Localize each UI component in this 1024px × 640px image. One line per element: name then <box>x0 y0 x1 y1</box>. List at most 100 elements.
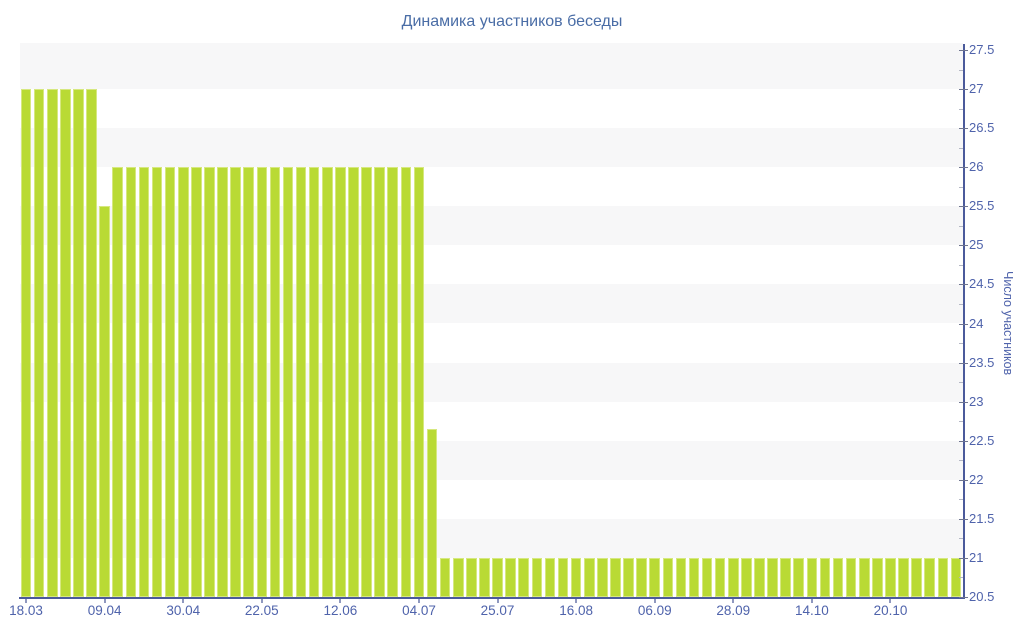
x-tick <box>653 599 656 603</box>
y-major-tick <box>959 323 968 325</box>
grid-band <box>20 518 963 558</box>
y-major-tick <box>959 479 968 481</box>
bar <box>125 167 137 597</box>
x-tick <box>417 599 420 603</box>
grid-band <box>20 323 963 363</box>
bar <box>662 557 674 597</box>
y-major-tick <box>959 557 968 559</box>
y-minor-tick <box>959 577 963 579</box>
x-tick-label: 12.06 <box>323 603 358 618</box>
grid-band <box>20 362 963 402</box>
plot-area <box>20 43 963 597</box>
bar <box>728 557 739 597</box>
bar <box>269 167 281 597</box>
y-minor-tick <box>959 421 963 423</box>
bar <box>256 167 268 597</box>
grid-band <box>20 479 963 519</box>
y-major-tick <box>959 518 968 520</box>
x-tick-label: 16.08 <box>559 603 594 618</box>
y-major-tick <box>959 597 968 598</box>
bar <box>60 89 71 597</box>
grid-band <box>20 167 963 207</box>
x-tick <box>260 599 263 603</box>
y-minor-tick <box>959 69 963 71</box>
bar <box>138 167 150 597</box>
grid-band <box>20 401 963 441</box>
bar <box>99 206 110 597</box>
bar <box>557 557 569 597</box>
grid-band <box>20 206 963 246</box>
x-tick-label: 20.10 <box>873 603 908 618</box>
y-major-tick <box>959 128 968 130</box>
x-tick-label: 25.07 <box>480 603 515 618</box>
y-tick-label: 27.5 <box>969 42 995 57</box>
y-minor-tick <box>959 264 963 266</box>
bar <box>872 557 883 597</box>
y-tick-label: 25 <box>969 237 984 253</box>
x-tick-label: 22.05 <box>244 603 279 618</box>
bar <box>308 167 320 597</box>
y-minor-tick <box>959 147 963 149</box>
y-major-tick <box>959 245 968 247</box>
y-tick-label: 22.5 <box>969 432 995 448</box>
bar <box>73 89 84 597</box>
y-axis-title: Число участников <box>1001 271 1015 376</box>
y-tick-label: 21.5 <box>969 510 995 526</box>
bar <box>688 557 700 597</box>
y-minor-tick <box>959 382 963 384</box>
bar <box>937 557 949 597</box>
x-tick <box>103 599 106 603</box>
bar <box>466 557 477 597</box>
x-tick-label: 28.09 <box>716 603 751 618</box>
grid-band <box>20 440 963 480</box>
y-major-tick <box>959 206 968 208</box>
x-tick <box>575 599 578 603</box>
bar <box>46 89 58 597</box>
y-major-tick <box>959 284 968 286</box>
bar <box>767 557 778 597</box>
y-tick-label: 21 <box>969 549 984 565</box>
y-minor-tick <box>959 538 963 540</box>
x-tick <box>496 599 499 603</box>
y-major-tick <box>959 362 968 364</box>
y-major-tick <box>959 401 968 403</box>
bar <box>400 167 412 597</box>
y-tick-label: 23.5 <box>969 354 995 370</box>
bar <box>479 557 490 597</box>
bar <box>204 167 215 597</box>
x-tick-label: 14.10 <box>794 603 829 618</box>
y-tick-label: 27 <box>969 81 984 97</box>
y-tick-label: 25.5 <box>969 198 995 214</box>
x-tick-label: 30.04 <box>166 603 201 618</box>
x-tick-label: 04.07 <box>402 603 436 618</box>
y-tick-label: 24.5 <box>969 276 995 292</box>
x-tick-label: 06.09 <box>637 603 672 618</box>
y-tick-label: 23 <box>969 393 984 409</box>
bar <box>518 557 530 597</box>
bar <box>701 557 713 597</box>
y-minor-tick <box>959 225 963 227</box>
bar <box>492 557 503 597</box>
grid-band <box>20 245 963 285</box>
bar <box>570 557 582 597</box>
bar <box>636 557 647 597</box>
y-minor-tick <box>959 499 963 501</box>
bar <box>911 557 922 597</box>
bar <box>151 167 163 597</box>
y-minor-tick <box>959 108 963 110</box>
bar <box>426 428 438 597</box>
bar <box>583 557 595 597</box>
y-minor-tick <box>959 186 963 188</box>
y-major-tick <box>959 89 968 91</box>
grid-band <box>20 50 963 90</box>
bar <box>714 557 726 597</box>
bar <box>452 557 464 597</box>
bar <box>282 167 294 597</box>
bar <box>86 89 97 597</box>
grid-band <box>20 557 963 597</box>
y-tick-label: 22 <box>969 471 984 487</box>
x-tick <box>810 599 813 603</box>
bar <box>230 167 241 597</box>
x-tick <box>25 599 28 603</box>
